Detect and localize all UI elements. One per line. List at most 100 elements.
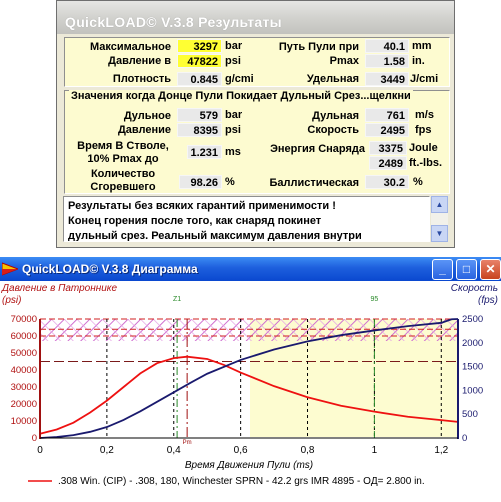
series-velocity-line <box>39 318 459 439</box>
y-right-tick-label: 2000 <box>462 338 483 349</box>
burnt-value: 98.26 <box>179 175 222 189</box>
barrel-time-unit: ms <box>225 146 241 158</box>
bullet-path-in-unit: in. <box>412 55 425 67</box>
right-axis-unit: (fps) <box>478 295 498 306</box>
muzzle-pressure-bar-value: 579 <box>177 108 222 122</box>
density-value: 0.845 <box>177 72 222 86</box>
x-tick-label: 0,8 <box>301 445 315 456</box>
y-left-tick-label: 0 <box>32 433 37 444</box>
max-pressure-bar-value: 3297 <box>177 39 222 53</box>
chart-markers: Z1 95 Pm <box>173 296 378 446</box>
x-tick-label: 0,4 <box>167 445 181 456</box>
muzzle-pressure-bar-unit: bar <box>225 109 243 121</box>
energy-joule-unit: Joule <box>409 142 438 154</box>
x-tick-label: 0,6 <box>234 445 248 456</box>
left-axis-unit: (psi) <box>2 295 21 306</box>
y-right-tick-label: 1000 <box>462 385 483 396</box>
y-left-tick-label: 10000 <box>11 416 37 427</box>
x-tick-label: 0,2 <box>100 445 114 456</box>
max-pressure-psi-value: 47822 <box>177 54 222 68</box>
memo-line-3: дульный срез. Реальный максимум давления… <box>68 230 362 242</box>
legend-text: .308 Win. (CIP) - .308, 180, Winchester … <box>58 476 425 487</box>
x-tick-label: 1,2 <box>434 445 448 456</box>
burnt-label-2: Сгоревшего <box>90 181 156 193</box>
memo-line-2: Конец горения после того, как снаряд пок… <box>68 215 322 227</box>
scroll-up-button[interactable]: ▲ <box>431 196 448 213</box>
y-left-tick-label: 70000 <box>11 314 37 325</box>
max-pressure-bar-unit: bar <box>225 40 243 52</box>
left-axis-title: Давление в Патроннике <box>1 283 118 294</box>
summary-panel: Максимальное Давление в 3297 bar 47822 p… <box>64 37 450 87</box>
y-right-tick-label: 500 <box>462 409 478 420</box>
muzzle-velocity-ms-unit: m/s <box>415 109 434 121</box>
muzzle-velocity-label-2: Скорость <box>307 124 359 136</box>
scroll-down-button[interactable]: ▼ <box>431 225 448 242</box>
energy-ftlbs-value: 2489 <box>369 156 407 170</box>
muzzle-pressure-label-1: Дульное <box>123 110 171 122</box>
muzzle-values-group[interactable]: Значения когда Донце Пули Покидает Дульн… <box>64 90 450 194</box>
app-icon[interactable] <box>2 261 18 277</box>
memo-scrollbar[interactable]: ▲ ▼ <box>431 196 448 242</box>
specific-label: Удельная <box>306 73 359 85</box>
close-button[interactable]: ✕ <box>480 259 501 280</box>
muzzle-velocity-fps-unit: fps <box>415 124 432 136</box>
pmax-marker-label: Pm <box>183 440 192 446</box>
series-pressure-line <box>39 355 459 435</box>
y-right-tick-label: 0 <box>462 433 467 444</box>
burnt-label-1: Количество <box>90 168 156 180</box>
muzzle-velocity-label-1: Дульная <box>312 110 359 122</box>
results-title: QuickLOAD© V.3.8 Результаты <box>65 14 282 30</box>
barrel-time-label-1: Время В Стволе, <box>77 140 169 152</box>
muzzle-velocity-fps-value: 2495 <box>365 123 409 137</box>
x-tick-label: 1 <box>372 445 378 456</box>
y-right-tick-label: 1500 <box>462 362 483 373</box>
barrel-time-label-2: 10% Pmax до <box>87 153 159 165</box>
y-left-tick-label: 30000 <box>11 382 37 393</box>
y-left-tick-label: 50000 <box>11 348 37 359</box>
energy-joule-value: 3375 <box>369 141 407 155</box>
bullet-path-in-value: 1.58 <box>365 54 409 68</box>
diagram-window: QuickLOAD© V.3.8 Диаграмма _ □ ✕ Z1 95 Pm … <box>0 257 501 502</box>
ballistic-unit: % <box>413 176 423 188</box>
green-marker-label: Z1 <box>173 296 181 303</box>
max-pressure-label-1: Максимальное <box>90 41 171 53</box>
y-right-tick-label: 2500 <box>462 314 483 325</box>
memo-line-1: Результаты без всяких гарантий применимо… <box>68 200 336 212</box>
bullet-path-label-1: Путь Пули при <box>278 41 359 53</box>
max-pressure-band-cross <box>40 319 458 341</box>
burnt-unit: % <box>225 176 235 188</box>
notes-memo[interactable]: Результаты без всяких гарантий применимо… <box>63 196 430 242</box>
diagram-title: QuickLOAD© V.3.8 Диаграмма <box>22 262 198 276</box>
y-left-tick-label: 20000 <box>11 399 37 410</box>
max-pressure-psi-unit: psi <box>225 55 241 67</box>
tick-labels: 0 0,2 0,4 0,6 0,8 1 1,201000020000300004000050… <box>11 314 484 456</box>
minimize-button[interactable]: _ <box>432 259 453 280</box>
muzzle-pressure-psi-unit: psi <box>225 124 241 136</box>
x-tick-label: 0 <box>37 445 43 456</box>
ballistic-label: Баллистическая <box>269 177 359 189</box>
muzzle-velocity-ms-value: 761 <box>365 108 409 122</box>
x-axis-title: Время Движения Пули (ms) <box>185 460 313 471</box>
right-axis-title: Скорость <box>451 283 498 294</box>
specific-unit: J/cmi <box>410 73 439 85</box>
ballistic-value: 30.2 <box>365 175 409 189</box>
barrel-time-value: 1.231 <box>187 145 222 159</box>
bullet-path-mm-value: 40.1 <box>365 39 409 53</box>
series-layer <box>39 318 459 439</box>
bullet-path-label-2: Pmax <box>329 55 359 67</box>
specific-value: 3449 <box>365 72 409 86</box>
muzzle-group-caption[interactable]: Значения когда Донце Пули Покидает Дульн… <box>69 90 413 102</box>
muzzle-pressure-psi-value: 8395 <box>177 123 222 137</box>
diagram-titlebar[interactable]: QuickLOAD© V.3.8 Диаграмма _ □ ✕ <box>0 257 501 281</box>
maximize-button[interactable]: □ <box>456 259 477 280</box>
results-titlebar[interactable]: QuickLOAD© V.3.8 Результаты <box>57 1 454 34</box>
muzzle-pressure-label-2: Давление <box>117 124 171 136</box>
y-left-tick-label: 60000 <box>11 331 37 342</box>
density-unit: g/cmi <box>225 73 254 85</box>
density-label: Плотность <box>112 73 171 85</box>
max-pressure-label-2: Давление в <box>108 55 171 67</box>
bullet-path-mm-unit: mm <box>412 40 432 52</box>
green-marker-label: 95 <box>371 296 379 303</box>
energy-ftlbs-unit: ft.-lbs. <box>409 157 442 169</box>
